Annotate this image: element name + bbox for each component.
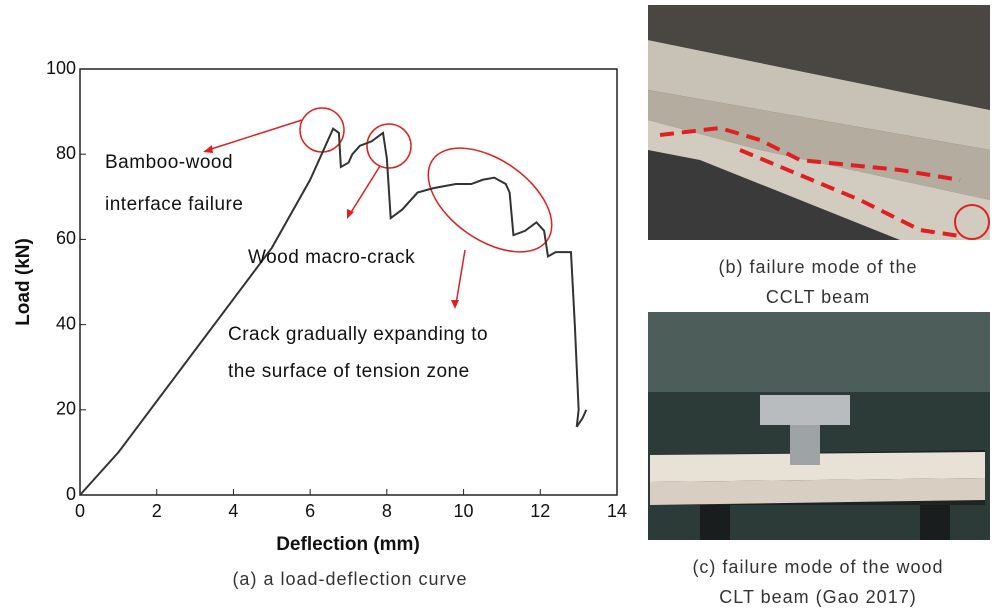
annotation: Bamboo-wood bbox=[105, 152, 233, 173]
y-tick-label: 60 bbox=[56, 228, 76, 248]
caption: (b) failure mode of the bbox=[718, 257, 917, 277]
x-tick-label: 6 bbox=[305, 501, 315, 521]
annotation: Crack gradually expanding to bbox=[228, 324, 488, 345]
x-tick-label: 2 bbox=[152, 501, 162, 521]
caption: CCLT beam bbox=[766, 287, 870, 307]
page: 02040608010002468101214Deflection (mm)Lo… bbox=[0, 0, 997, 613]
x-tick-label: 12 bbox=[530, 501, 550, 521]
y-tick-label: 100 bbox=[46, 58, 76, 78]
plot-frame bbox=[80, 69, 617, 495]
caption: (a) a load-deflection curve bbox=[232, 569, 467, 589]
x-tick-label: 14 bbox=[607, 501, 627, 521]
x-tick-label: 8 bbox=[382, 501, 392, 521]
y-axis-label: Load (kN) bbox=[13, 238, 34, 326]
annotation: Wood macro-crack bbox=[248, 247, 415, 268]
data-line bbox=[80, 129, 586, 495]
y-tick-label: 20 bbox=[56, 399, 76, 419]
annotation: interface failure bbox=[105, 194, 243, 215]
x-tick-label: 10 bbox=[454, 501, 474, 521]
annotation: the surface of tension zone bbox=[228, 361, 470, 382]
x-axis-label: Deflection (mm) bbox=[276, 534, 420, 555]
x-tick-label: 4 bbox=[228, 501, 238, 521]
caption: (c) failure mode of the wood bbox=[692, 557, 943, 577]
y-tick-label: 80 bbox=[56, 143, 76, 163]
arrow-heads bbox=[203, 145, 459, 309]
photo-b bbox=[648, 5, 990, 240]
y-tick-label: 40 bbox=[56, 313, 76, 333]
photo-c bbox=[648, 312, 990, 540]
x-tick-label: 0 bbox=[75, 501, 85, 521]
caption: CLT beam (Gao 2017) bbox=[719, 587, 916, 607]
